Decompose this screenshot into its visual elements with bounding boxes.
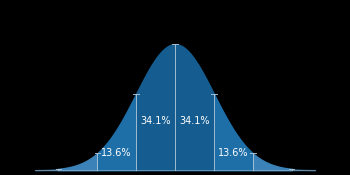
Text: 34.1%: 34.1% — [179, 116, 210, 126]
Text: 34.1%: 34.1% — [140, 116, 171, 126]
Text: 13.6%: 13.6% — [102, 148, 132, 158]
Text: 13.6%: 13.6% — [218, 148, 248, 158]
